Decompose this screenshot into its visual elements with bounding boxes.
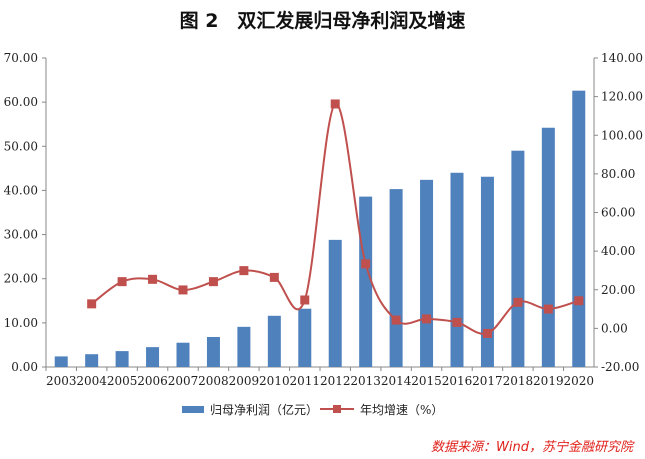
x-tick-label: 2020	[564, 374, 595, 388]
x-tick-label: 2014	[381, 374, 412, 388]
bar	[420, 179, 434, 367]
left-tick-label: 60.00	[4, 95, 38, 109]
right-tick-label: 80.00	[601, 167, 635, 181]
growth-marker	[452, 317, 462, 327]
bar	[85, 354, 99, 367]
bar	[480, 176, 494, 367]
growth-marker	[300, 295, 310, 305]
right-tick-label: 0.00	[601, 321, 628, 335]
x-tick-label: 2007	[168, 374, 199, 388]
x-tick-label: 2009	[229, 374, 260, 388]
growth-marker	[330, 99, 340, 109]
growth-marker	[361, 259, 371, 269]
bar	[146, 347, 160, 367]
left-tick-label: 10.00	[4, 316, 38, 330]
growth-marker	[148, 274, 158, 284]
bar	[237, 326, 251, 367]
x-tick-label: 2003	[46, 374, 77, 388]
right-tick-label: 20.00	[601, 283, 635, 297]
right-tick-label: 140.00	[601, 51, 643, 65]
bar	[450, 172, 464, 367]
bar	[541, 127, 555, 367]
growth-marker	[87, 299, 97, 309]
x-tick-label: 2013	[350, 374, 381, 388]
bar	[572, 90, 586, 367]
x-tick-label: 2012	[320, 374, 351, 388]
bar	[298, 308, 312, 367]
left-tick-label: 50.00	[4, 139, 38, 153]
x-tick-label: 2017	[472, 374, 503, 388]
x-tick-label: 2019	[533, 374, 564, 388]
bar	[176, 342, 190, 367]
growth-marker	[117, 277, 127, 287]
source-note: 数据来源：Wind，苏宁金融研究院	[431, 440, 633, 455]
growth-marker	[482, 328, 492, 338]
x-tick-label: 2011	[290, 374, 321, 388]
growth-marker	[513, 297, 523, 307]
growth-marker	[422, 314, 432, 324]
right-tick-label: 100.00	[601, 128, 643, 142]
left-tick-label: 70.00	[4, 51, 38, 65]
bar	[328, 239, 342, 367]
bar	[359, 196, 373, 367]
bar	[389, 189, 403, 367]
bar	[267, 315, 281, 367]
x-tick-label: 2015	[411, 374, 442, 388]
legend-bar-label: 归母净利润（亿元）	[210, 402, 318, 417]
left-tick-label: 0.00	[11, 360, 38, 374]
growth-marker	[208, 277, 218, 287]
left-tick-label: 40.00	[4, 183, 38, 197]
x-tick-label: 2018	[503, 374, 534, 388]
growth-marker	[543, 304, 553, 314]
x-tick-label: 2010	[259, 374, 290, 388]
x-tick-label: 2004	[76, 374, 107, 388]
x-tick-label: 2006	[137, 374, 168, 388]
growth-marker	[269, 272, 279, 282]
bar	[206, 336, 220, 367]
growth-marker	[239, 266, 249, 276]
growth-marker	[178, 285, 188, 295]
growth-marker	[574, 296, 584, 306]
left-tick-label: 20.00	[4, 272, 38, 286]
right-tick-label: 40.00	[601, 244, 635, 258]
growth-marker	[391, 315, 401, 325]
legend-bar-swatch	[182, 406, 204, 413]
right-tick-label: 120.00	[601, 90, 643, 104]
x-tick-label: 2008	[198, 374, 229, 388]
x-tick-label: 2016	[442, 374, 473, 388]
legend-line-label: 年均增速（%）	[360, 403, 443, 417]
left-tick-label: 30.00	[4, 228, 38, 242]
bar	[54, 356, 68, 367]
bar	[115, 351, 129, 367]
right-tick-label: -20.00	[601, 360, 639, 374]
right-tick-label: 60.00	[601, 206, 635, 220]
legend-line-marker	[333, 405, 341, 413]
chart-title: 图 2 双汇发展归母净利润及增速	[179, 10, 466, 32]
bar	[511, 150, 525, 367]
x-tick-label: 2005	[107, 374, 138, 388]
